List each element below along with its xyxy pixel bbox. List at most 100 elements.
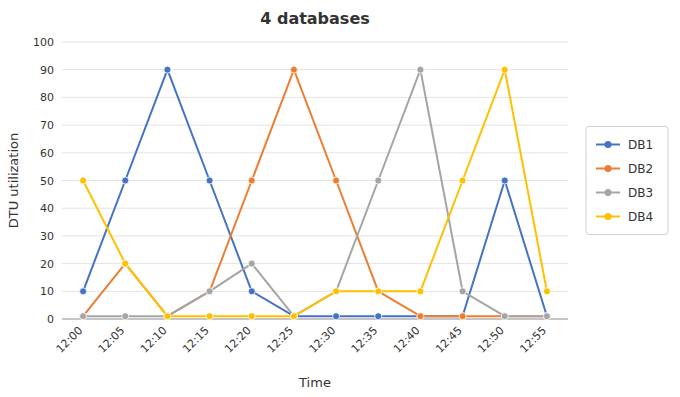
series-line [83, 70, 547, 317]
legend-label: DB3 [628, 186, 653, 200]
point [248, 288, 255, 295]
point [459, 313, 466, 320]
x-tick-label: 12:35 [349, 324, 381, 356]
legend-marker [605, 213, 612, 220]
x-axis-line [62, 319, 568, 320]
point [122, 260, 129, 267]
y-tick-label: 10 [40, 285, 54, 298]
point [543, 313, 550, 320]
series-line [83, 70, 547, 317]
y-tick-label: 20 [40, 258, 54, 271]
point [164, 313, 171, 320]
grid-line [62, 152, 568, 153]
point [290, 313, 297, 320]
point [290, 66, 297, 73]
y-tick-label: 80 [40, 91, 54, 104]
point [375, 313, 382, 320]
point [333, 288, 340, 295]
grid-line [62, 42, 568, 43]
point [164, 66, 171, 73]
point [164, 313, 171, 320]
y-tick-label: 70 [40, 119, 54, 132]
point [290, 313, 297, 320]
point [248, 260, 255, 267]
x-tick-label: 12:05 [96, 324, 128, 356]
chart-container: 4 databases 0 10 20 30 40 50 60 70 80 90 100 12:00 12… [0, 0, 680, 397]
point [248, 313, 255, 320]
x-tick-label: 12:55 [517, 324, 549, 356]
x-tick-label: 12:10 [138, 324, 170, 356]
point [333, 313, 340, 320]
grid-line [62, 180, 568, 181]
legend-marker [605, 189, 612, 196]
point [375, 288, 382, 295]
point [375, 177, 382, 184]
point [333, 177, 340, 184]
x-tick-label: 12:15 [180, 324, 212, 356]
point [333, 288, 340, 295]
point [122, 177, 129, 184]
series-line [83, 70, 547, 317]
point [417, 66, 424, 73]
point [80, 313, 87, 320]
legend-label: DB1 [628, 138, 653, 152]
x-axis-label: Time [298, 375, 331, 390]
point [543, 313, 550, 320]
point [164, 313, 171, 320]
point [501, 313, 508, 320]
point [459, 288, 466, 295]
point [375, 288, 382, 295]
chart: 4 databases 0 10 20 30 40 50 60 70 80 90 100 12:00 12… [0, 0, 680, 397]
point [417, 288, 424, 295]
y-tick-label: 50 [40, 175, 54, 188]
grid-line [62, 319, 568, 320]
grid-line [62, 208, 568, 209]
point [290, 313, 297, 320]
point [122, 260, 129, 267]
x-tick-label: 12:40 [391, 324, 423, 356]
y-tick-label: 100 [33, 36, 54, 49]
point [122, 313, 129, 320]
point [206, 177, 213, 184]
legend-label: DB4 [628, 210, 653, 224]
legend: DB1 DB2 DB3 DB4 [586, 127, 668, 235]
point [417, 313, 424, 320]
y-axis-label: DTU utilization [6, 133, 21, 228]
grid-line [62, 263, 568, 264]
legend-label: DB2 [628, 162, 653, 176]
point [206, 288, 213, 295]
y-tick-label: 40 [40, 202, 54, 215]
point [206, 288, 213, 295]
y-tick-label: 60 [40, 147, 54, 160]
grid-line [62, 291, 568, 292]
y-tick-label: 0 [47, 313, 54, 326]
x-tick-label: 12:50 [475, 324, 507, 356]
point [543, 313, 550, 320]
title: 4 databases [260, 9, 370, 28]
legend-marker [605, 165, 612, 172]
point [417, 313, 424, 320]
x-tick-label: 12:25 [264, 324, 296, 356]
legend-box [586, 127, 668, 235]
point [80, 313, 87, 320]
y-grid [62, 42, 568, 319]
x-tick-label: 12:45 [433, 324, 465, 356]
series-line [83, 70, 547, 317]
point [501, 313, 508, 320]
point [248, 177, 255, 184]
grid-line [62, 69, 568, 70]
point [80, 177, 87, 184]
point [80, 288, 87, 295]
x-tick-label: 12:20 [222, 324, 254, 356]
x-tick-label: 12:00 [54, 324, 86, 356]
point [501, 177, 508, 184]
y-tick-label: 90 [40, 64, 54, 77]
point [501, 66, 508, 73]
y-tick-label: 30 [40, 230, 54, 243]
plot-area [80, 66, 551, 320]
point [206, 313, 213, 320]
legend-marker [605, 141, 612, 148]
point [459, 313, 466, 320]
point [543, 288, 550, 295]
grid-line [62, 97, 568, 98]
